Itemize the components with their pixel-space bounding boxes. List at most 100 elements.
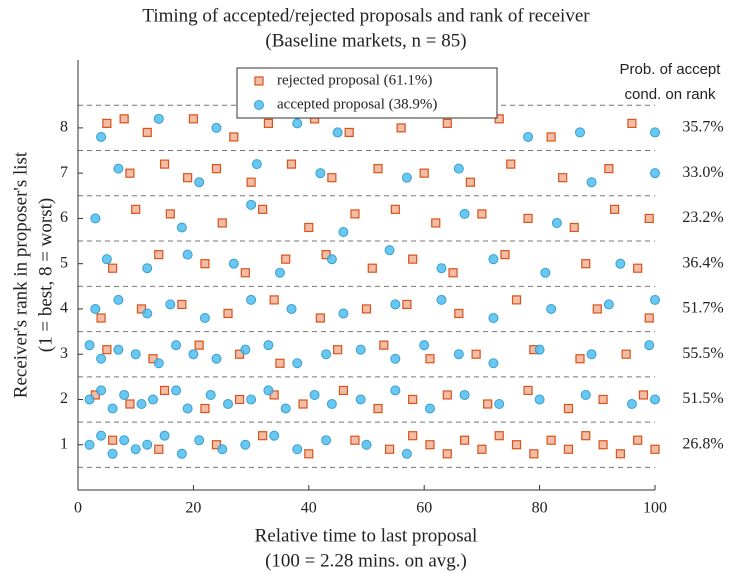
data-point: [171, 340, 182, 351]
data-point: [96, 313, 106, 323]
data-point: [142, 127, 152, 138]
data-point: [96, 430, 107, 441]
data-point: [408, 394, 418, 405]
data-point: [246, 294, 257, 305]
chart-subtitle: (Baseline markets, n = 85): [265, 30, 466, 51]
data-point: [194, 340, 204, 350]
data-point: [154, 250, 164, 260]
data-point: [338, 227, 349, 237]
data-point: [650, 294, 660, 305]
data-point: [373, 164, 383, 174]
data-point: [108, 435, 118, 445]
data-point: [333, 345, 343, 355]
data-point: [477, 209, 487, 219]
y-tick-label: 1: [60, 435, 68, 452]
data-point: [159, 385, 170, 396]
data-point: [251, 159, 262, 170]
data-point: [321, 435, 332, 446]
data-point: [621, 349, 631, 359]
data-point: [119, 389, 130, 400]
data-point: [442, 449, 452, 459]
x-tick-label: 100: [643, 500, 667, 517]
data-point: [494, 114, 504, 124]
x-tick-label: 0: [74, 500, 82, 517]
data-point: [326, 254, 337, 265]
data-point: [258, 204, 268, 214]
data-point: [176, 222, 187, 233]
data-point: [465, 177, 475, 187]
data-point: [592, 304, 602, 314]
data-point: [488, 254, 499, 265]
data-point: [142, 439, 153, 450]
data-point: [217, 444, 228, 455]
data-point: [211, 353, 222, 364]
data-point: [96, 131, 107, 142]
data-point: [598, 394, 608, 405]
data-point: [442, 118, 452, 128]
data-point: [506, 159, 516, 169]
data-point: [130, 349, 141, 360]
data-point: [102, 345, 112, 355]
data-point: [263, 118, 274, 128]
data-point: [292, 118, 303, 129]
data-point: [194, 177, 205, 188]
data-point: [148, 394, 159, 405]
data-point: [240, 268, 250, 278]
data-point: [546, 132, 556, 142]
data-point: [633, 435, 643, 445]
data-point: [494, 431, 504, 441]
data-point: [586, 177, 597, 188]
data-point: [563, 403, 574, 414]
data-point: [488, 313, 499, 323]
data-point: [546, 435, 556, 445]
data-point: [200, 259, 210, 269]
x-tick-label: 20: [185, 500, 201, 517]
legend-marker: [254, 76, 264, 86]
x-tick-label: 40: [301, 500, 317, 517]
data-point: [223, 399, 234, 409]
x-tick-label: 60: [416, 500, 432, 517]
data-point: [338, 308, 349, 319]
data-point: [269, 295, 279, 305]
x-tick-label: 80: [532, 500, 548, 517]
data-point: [338, 385, 349, 396]
data-point: [107, 448, 118, 459]
data-point: [153, 358, 164, 369]
data-point: [84, 394, 95, 405]
data-point: [401, 172, 412, 183]
data-point: [182, 249, 193, 260]
probability-header: Prob. of accept: [620, 61, 722, 78]
data-point: [604, 164, 614, 174]
data-point: [580, 389, 591, 400]
data-point: [165, 299, 176, 310]
probability-label: 51.7%: [682, 300, 723, 317]
data-point: [384, 245, 395, 256]
data-point: [534, 394, 545, 405]
data-point: [142, 263, 153, 274]
data-point: [234, 394, 245, 405]
data-point: [511, 295, 522, 305]
data-point: [326, 399, 337, 409]
data-point: [130, 444, 141, 455]
data-point: [425, 440, 435, 450]
data-point: [246, 177, 256, 187]
data-point: [108, 263, 118, 273]
probability-label: 33.0%: [682, 164, 723, 181]
probability-label: 26.8%: [682, 435, 723, 452]
y-tick-label: 2: [60, 390, 68, 407]
data-point: [217, 218, 227, 228]
probability-label: 55.5%: [682, 345, 723, 362]
data-point: [494, 399, 505, 409]
data-point: [424, 403, 435, 414]
probability-header: cond. on rank: [625, 86, 716, 103]
y-tick-label: 7: [60, 164, 68, 181]
probability-label: 23.2%: [682, 209, 723, 226]
data-point: [390, 299, 401, 310]
data-point: [384, 444, 395, 454]
data-point: [84, 340, 95, 351]
data-point: [459, 208, 470, 219]
data-point: [459, 435, 470, 445]
data-point: [575, 354, 585, 364]
data-point: [644, 340, 655, 351]
data-point: [101, 254, 112, 265]
